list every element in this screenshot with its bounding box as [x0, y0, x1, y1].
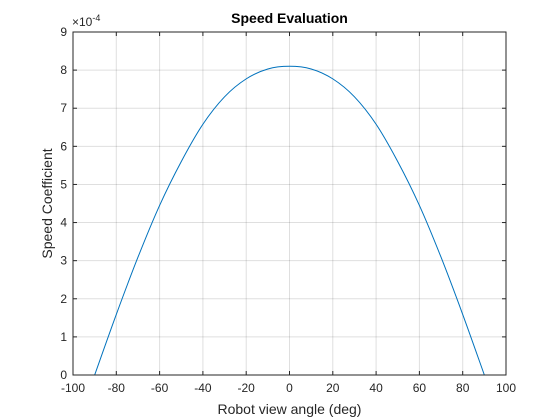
y-tick-label: 4 — [60, 216, 67, 230]
y-tick-label: 2 — [60, 292, 67, 306]
y-axis-label: Speed Coefficient — [39, 148, 55, 258]
x-tick-label: 20 — [326, 381, 340, 395]
y-exponent-label: ×10-4 — [72, 13, 100, 29]
y-tick-label: 9 — [60, 25, 67, 39]
series-layer — [94, 65, 485, 376]
x-tick-label: -80 — [108, 381, 126, 395]
y-tick-label: 0 — [60, 368, 67, 382]
y-tick-label: 5 — [60, 177, 67, 191]
x-tick-label: -60 — [151, 381, 169, 395]
x-tick-label: 0 — [286, 381, 293, 395]
tick-layer: -100 -80 -60 -40 -20 0 20 40 60 80 100 0 1 2 3 4 5 6 7 8 9 — [60, 25, 516, 395]
y-tick-label: 8 — [60, 63, 67, 77]
x-tick-label: 40 — [369, 381, 383, 395]
plot-area — [73, 32, 506, 375]
x-tick-label: -20 — [238, 381, 256, 395]
y-exponent-power: -4 — [92, 13, 100, 23]
y-exponent-base: ×10 — [72, 15, 93, 29]
y-tick-label: 3 — [60, 254, 67, 268]
x-axis-label: Robot view angle (deg) — [218, 401, 362, 417]
x-tick-label: 100 — [496, 381, 516, 395]
series-line — [94, 65, 485, 376]
x-tick-label: -100 — [61, 381, 85, 395]
y-tick-label: 1 — [60, 330, 67, 344]
y-tick-label: 6 — [60, 139, 67, 153]
y-tick-label: 7 — [60, 101, 67, 115]
grid-layer — [73, 32, 506, 375]
x-tick-label: 60 — [413, 381, 427, 395]
x-tick-label: -40 — [194, 381, 212, 395]
x-tick-label: 80 — [456, 381, 470, 395]
chart-title: Speed Evaluation — [231, 10, 348, 26]
